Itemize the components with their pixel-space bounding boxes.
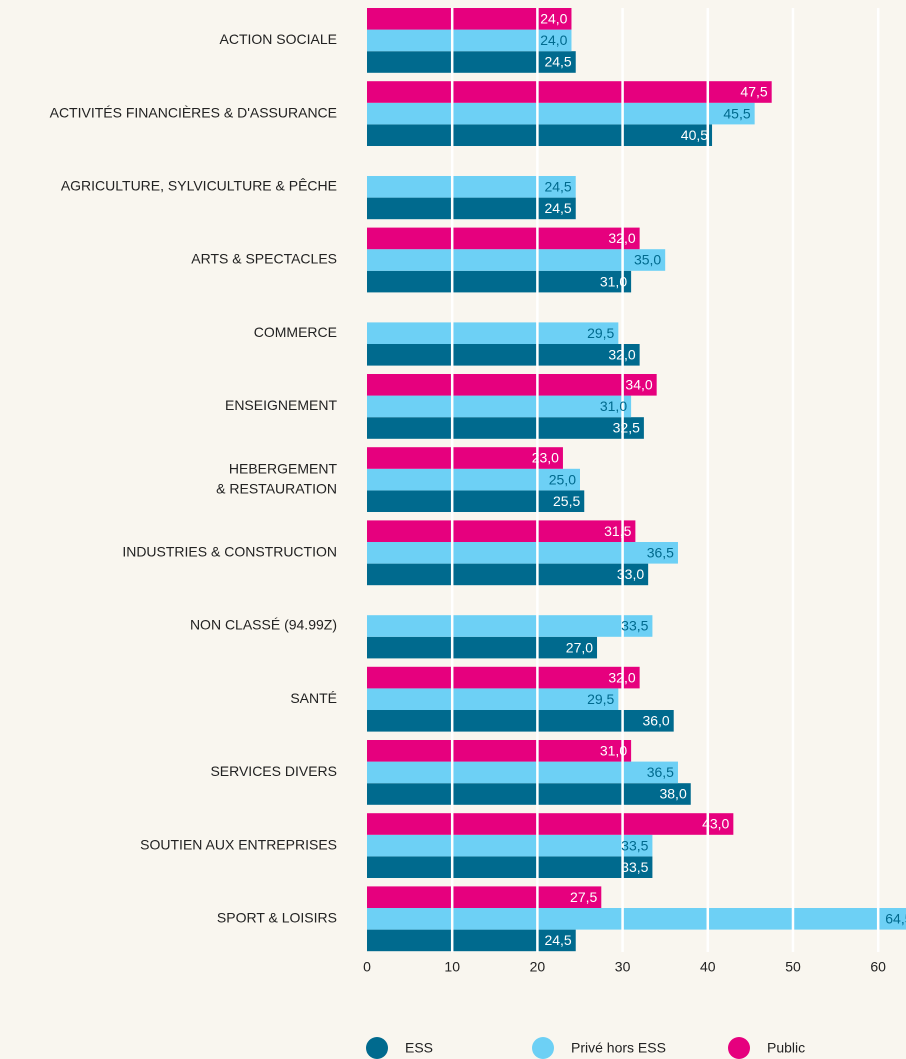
bar (367, 666, 640, 689)
value-label: 34,0 (625, 377, 652, 393)
x-tick-label: 0 (363, 959, 371, 975)
bar (367, 227, 640, 250)
bar (367, 197, 576, 220)
legend-swatch (728, 1037, 750, 1059)
value-label: 23,0 (532, 450, 559, 466)
value-label: 64,5 (885, 911, 906, 927)
bar (367, 563, 649, 586)
legend-swatch (366, 1037, 388, 1059)
bar (367, 447, 563, 469)
bar (367, 374, 657, 396)
value-label: 31,0 (600, 273, 627, 289)
value-label: 33,0 (617, 566, 644, 582)
value-label: 25,5 (553, 493, 580, 509)
value-label: 32,0 (608, 347, 635, 363)
bar (367, 124, 713, 146)
bar (367, 834, 653, 857)
bar (367, 856, 653, 878)
legend-label: ESS (405, 1040, 433, 1056)
value-label: 40,5 (681, 127, 708, 143)
category-label: INDUSTRIES & CONSTRUCTION (122, 544, 337, 560)
value-label: 29,5 (587, 691, 614, 707)
x-tick-label: 10 (444, 959, 460, 975)
value-label: 35,0 (634, 252, 661, 268)
bar (367, 395, 632, 418)
value-label: 43,0 (702, 816, 729, 832)
value-label: 32,5 (613, 420, 640, 436)
value-label: 29,5 (587, 325, 614, 341)
category-label: ACTIVITÉS FINANCIÈRES & D'ASSURANCE (50, 104, 337, 120)
value-label: 36,5 (647, 764, 674, 780)
bar (367, 929, 576, 952)
bar (367, 615, 653, 637)
bar (367, 176, 576, 198)
bar (367, 813, 734, 835)
category-label: ENSEIGNEMENT (225, 397, 337, 413)
bar (367, 886, 602, 908)
category-label: AGRICULTURE, SYLVICULTURE & PÊCHE (61, 178, 337, 194)
bar (367, 249, 666, 271)
value-label: 27,5 (570, 889, 597, 905)
value-label: 33,5 (621, 859, 648, 875)
value-label: 24,5 (544, 932, 571, 948)
x-tick-label: 20 (530, 959, 546, 975)
value-label: 24,5 (544, 54, 571, 70)
value-label: 36,5 (647, 545, 674, 561)
x-tick-label: 30 (615, 959, 631, 975)
category-label: SOUTIEN AUX ENTREPRISES (140, 836, 337, 852)
bar (367, 761, 678, 784)
category-label: COMMERCE (254, 324, 337, 340)
bar (367, 270, 632, 293)
value-label: 38,0 (659, 786, 686, 802)
bar (367, 542, 678, 564)
x-tick-label: 60 (870, 959, 886, 975)
bar (367, 740, 632, 762)
bar (367, 710, 674, 732)
category-label: ACTION SOCIALE (220, 31, 337, 47)
category-label: SANTÉ (290, 690, 337, 706)
legend-swatch (532, 1037, 554, 1059)
bar (367, 490, 585, 512)
category-label: HEBERGEMENT & RESTAURATION (216, 460, 337, 496)
category-label: SERVICES DIVERS (210, 763, 337, 779)
value-label: 33,5 (621, 618, 648, 634)
bar (367, 29, 572, 52)
bar (367, 102, 755, 125)
category-label: ARTS & SPECTACLES (191, 251, 337, 267)
bar (367, 468, 580, 491)
value-label: 45,5 (723, 105, 750, 121)
value-label: 32,0 (608, 669, 635, 685)
bar (367, 81, 772, 103)
value-label: 24,5 (544, 200, 571, 216)
bar (367, 636, 598, 659)
bar (367, 322, 619, 344)
value-label: 32,0 (608, 230, 635, 246)
bar (367, 520, 636, 542)
bar (367, 344, 640, 366)
value-label: 24,5 (544, 179, 571, 195)
value-label: 33,5 (621, 837, 648, 853)
value-label: 31,0 (600, 398, 627, 414)
value-label: 47,5 (740, 84, 767, 100)
category-label: NON CLASSÉ (94.99Z) (190, 617, 337, 633)
category-label: SPORT & LOISIRS (217, 910, 337, 926)
value-label: 31,5 (604, 523, 631, 539)
value-label: 31,0 (600, 743, 627, 759)
value-label: 24,0 (540, 32, 567, 48)
value-label: 36,0 (642, 713, 669, 729)
value-label: 27,0 (566, 639, 593, 655)
legend-label: Privé hors ESS (571, 1040, 666, 1056)
bar (367, 783, 691, 805)
value-label: 25,0 (549, 471, 576, 487)
x-tick-label: 50 (785, 959, 801, 975)
bar (367, 51, 576, 73)
bar (367, 8, 572, 30)
bar (367, 688, 619, 710)
bar (367, 417, 644, 439)
bar (367, 908, 906, 930)
legend-label: Public (767, 1040, 805, 1056)
x-tick-label: 40 (700, 959, 716, 975)
value-label: 24,0 (540, 11, 567, 27)
